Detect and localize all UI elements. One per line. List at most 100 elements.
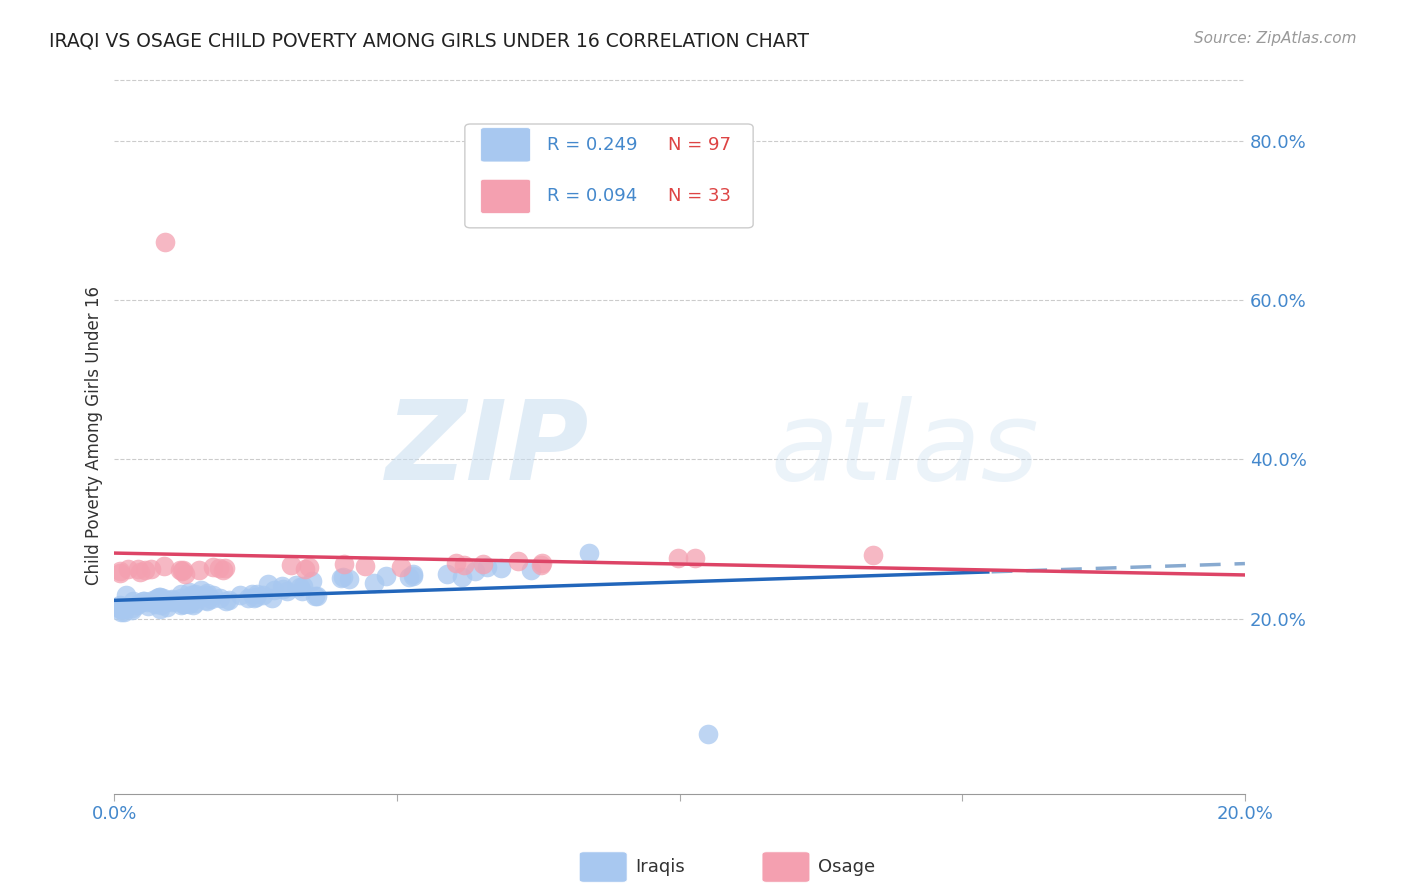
FancyBboxPatch shape (481, 179, 530, 213)
Point (134, 563, 156, 577)
Point (245, 590, 267, 604)
Point (183, 591, 205, 606)
Point (666, 551, 689, 566)
Point (121, 603, 143, 617)
Point (291, 584, 314, 599)
Y-axis label: Child Poverty Among Girls Under 16: Child Poverty Among Girls Under 16 (86, 286, 103, 585)
Point (186, 589, 208, 603)
Point (121, 600, 143, 615)
Text: Iraqis: Iraqis (636, 858, 685, 876)
Text: IRAQI VS OSAGE CHILD POVERTY AMONG GIRLS UNDER 16 CORRELATION CHART: IRAQI VS OSAGE CHILD POVERTY AMONG GIRLS… (49, 31, 810, 50)
Point (128, 597, 150, 611)
Point (108, 564, 131, 578)
Point (243, 591, 266, 606)
Point (156, 599, 179, 614)
Point (143, 594, 166, 608)
Point (179, 584, 201, 599)
Point (108, 601, 131, 615)
Point (183, 587, 205, 601)
Point (280, 558, 302, 572)
Point (127, 562, 149, 576)
Point (187, 590, 209, 604)
Point (149, 601, 172, 615)
Point (506, 554, 529, 568)
Point (190, 589, 212, 603)
Point (201, 559, 224, 574)
FancyBboxPatch shape (465, 124, 754, 227)
Point (180, 590, 202, 604)
Point (115, 588, 138, 602)
Point (685, 551, 707, 566)
Point (142, 593, 165, 607)
Point (150, 598, 173, 612)
Point (195, 593, 218, 607)
Point (121, 594, 143, 608)
Point (136, 599, 159, 614)
Point (174, 567, 197, 582)
Point (173, 563, 195, 577)
Point (112, 602, 135, 616)
Point (453, 558, 475, 573)
Point (139, 562, 162, 576)
Point (262, 591, 284, 605)
Point (263, 582, 285, 597)
Point (195, 593, 218, 607)
Point (236, 591, 259, 605)
Point (169, 563, 191, 577)
Point (436, 566, 458, 581)
Point (305, 589, 328, 603)
FancyBboxPatch shape (481, 128, 530, 162)
Point (696, 727, 718, 741)
Point (155, 235, 177, 249)
Point (520, 563, 543, 577)
Point (173, 597, 195, 611)
Point (187, 563, 209, 577)
Point (163, 593, 186, 607)
Point (202, 588, 225, 602)
Point (162, 592, 184, 607)
Point (128, 565, 150, 579)
Point (184, 596, 207, 610)
Point (170, 599, 193, 613)
Point (179, 597, 201, 611)
Point (208, 561, 231, 575)
Point (332, 557, 354, 571)
Point (374, 569, 396, 583)
Point (143, 597, 166, 611)
Point (108, 566, 131, 581)
Point (125, 599, 148, 613)
Point (288, 580, 311, 594)
Point (329, 571, 352, 585)
Text: Source: ZipAtlas.com: Source: ZipAtlas.com (1194, 31, 1357, 46)
Text: R = 0.094: R = 0.094 (547, 187, 638, 205)
Point (301, 574, 323, 589)
Point (132, 594, 155, 608)
Point (134, 594, 156, 608)
Point (464, 564, 486, 578)
Point (157, 593, 180, 607)
Point (215, 593, 238, 607)
Point (181, 598, 204, 612)
Point (252, 588, 274, 602)
Point (174, 595, 197, 609)
Text: Osage: Osage (818, 858, 876, 876)
Point (218, 593, 240, 607)
Point (531, 556, 554, 570)
Point (170, 564, 193, 578)
Text: N = 97: N = 97 (668, 136, 731, 153)
Text: N = 33: N = 33 (668, 187, 731, 205)
Point (195, 588, 218, 602)
Point (108, 599, 131, 613)
Point (160, 595, 183, 609)
Point (117, 562, 139, 576)
Point (271, 578, 294, 592)
Point (152, 591, 174, 606)
Point (451, 570, 474, 584)
Point (530, 558, 553, 572)
Point (170, 591, 193, 605)
Point (337, 572, 360, 586)
Point (402, 567, 425, 582)
Point (862, 548, 884, 562)
Point (276, 584, 298, 599)
Point (291, 578, 314, 592)
